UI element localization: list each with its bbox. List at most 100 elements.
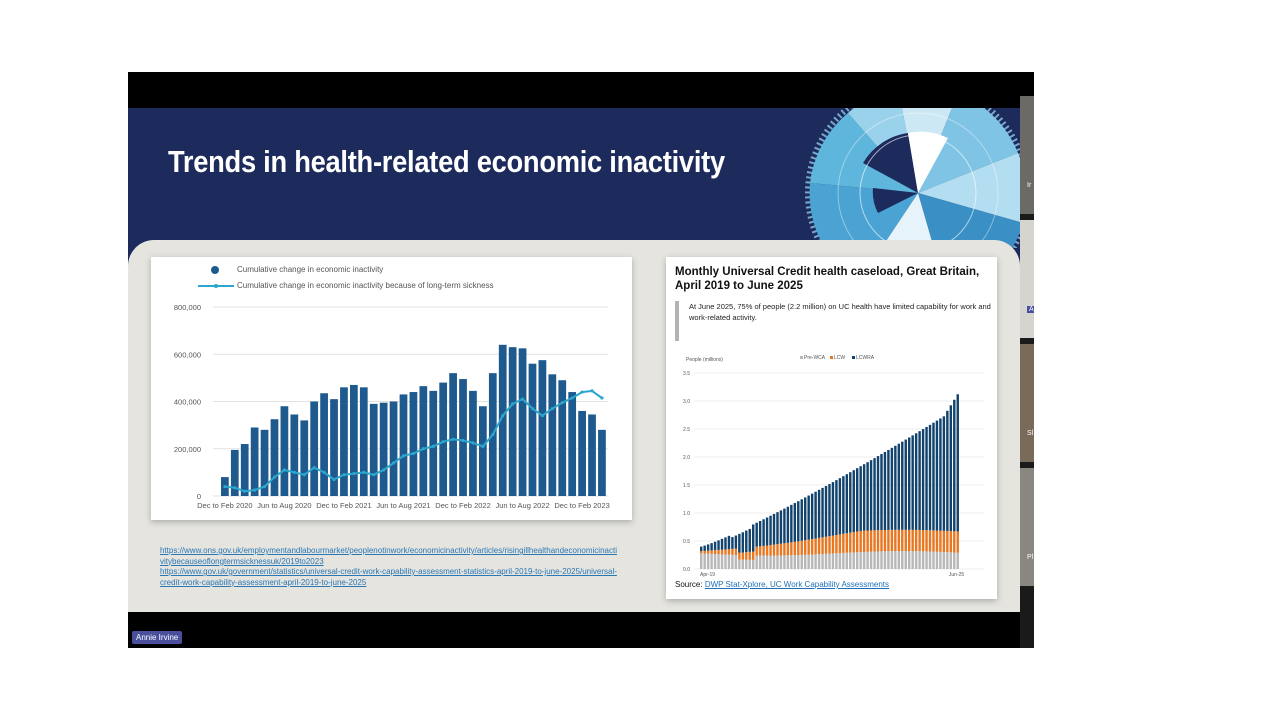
lcwra-bar-segment [710,543,713,551]
lcwra-bar-segment [869,460,873,531]
lcwra-bar-segment [925,426,928,531]
lcw-bar-segment [876,530,880,552]
prewca-bar-segment [880,551,883,569]
lcwra-bar-segment [748,528,751,552]
prewca-bar-segment [797,555,800,569]
prewca-bar-segment [946,552,949,569]
inactivity-bar [459,379,467,496]
participant-tile[interactable] [1020,96,1034,214]
y-tick-label: 3.0 [683,399,690,405]
prewca-bar-segment [783,555,786,569]
inactivity-bar [409,392,418,496]
source-link[interactable]: DWP Stat-Xplore, UC Work Capability Asse… [704,580,890,589]
lcw-bar-segment [710,550,713,554]
lcwra-bar-segment [939,418,942,531]
sickness-point [332,477,336,482]
lcw-bar-segment [921,530,925,552]
sickness-point [441,440,445,444]
x-tick-label: Dec to Feb 2021 [316,501,371,510]
source-links: https://www.ons.gov.uk/employmentandlabo… [160,546,620,588]
gov-link[interactable]: https://www.gov.uk/government/statistics… [160,567,617,587]
sickness-point [262,484,267,489]
sickness-point [501,414,505,418]
lcwra-bar-segment [956,394,959,532]
prewca-bar-segment [873,551,876,569]
inactivity-bar [399,394,408,496]
lcwra-bar-segment [752,524,755,552]
lcwra-bar-segment [779,510,783,544]
prewca-bar-segment [817,554,821,569]
lcwra-bar-segment [866,462,869,531]
participant-tile[interactable] [1020,468,1034,586]
lcw-bar-segment [824,536,828,554]
participant-tile-label: Sl [1027,430,1034,437]
sickness-point [481,444,485,448]
legend-swatch [830,356,833,359]
lcwra-bar-segment [856,468,859,532]
prewca-bar-segment [835,553,838,569]
lcwra-bar-segment [731,537,734,549]
lcwra-bar-segment [949,405,953,532]
participant-tile[interactable] [1020,220,1034,338]
prewca-bar-segment [738,559,741,569]
inactivity-bar [419,386,428,496]
prewca-bar-segment [769,555,772,569]
inactivity-bar [449,373,457,496]
lcw-bar-segment [939,530,942,552]
prewca-bar-segment [890,551,894,569]
lcwra-bar-segment [765,517,769,546]
lcwra-bar-segment [814,491,817,539]
lcwra-bar-segment [911,435,914,530]
lcwra-bar-segment [887,449,890,530]
prewca-bar-segment [942,552,946,569]
lcwra-bar-segment [835,480,838,535]
sickness-point [511,402,515,406]
lcwra-bar-segment [786,506,790,543]
lcw-bar-segment [862,530,866,552]
y-tick-label: 800,000 [174,303,201,312]
sickness-point [560,401,564,405]
sickness-point [243,489,247,493]
prewca-bar-segment [921,551,925,569]
lcw-bar-segment [738,552,741,560]
lcwra-bar-segment [873,458,876,531]
inactivity-bar-line-chart: 0 200,000 400,000 600,000 800,000 Dec to Feb … [174,303,610,510]
inactivity-bar [598,429,606,496]
sickness-point [411,451,416,456]
participant-tile[interactable] [1020,344,1034,462]
inactivity-bar [568,392,577,496]
prewca-bar-segment [908,551,911,569]
sickness-point [471,441,475,445]
lcw-bar-segment [783,543,786,556]
prewca-bar-segment [852,552,855,569]
prewca-bar-segment [713,554,717,569]
lcwra-bar-segment [932,422,935,531]
lcw-bar-segment [700,551,703,554]
inactivity-bar [280,406,289,496]
lcw-bar-segment [849,532,852,553]
inactivity-bar [270,419,279,496]
lcw-bar-segment [748,551,751,560]
prewca-bar-segment [894,551,897,569]
lcwra-bar-segment [717,540,720,550]
lcw-bar-segment [953,531,956,553]
lcwra-bar-segment [953,399,956,532]
lcwra-bar-segment [831,482,835,536]
sickness-point [451,437,455,441]
uc-chart-title: Monthly Universal Credit health caseload… [675,266,980,292]
prewca-bar-segment [776,555,779,569]
lcw-bar-segment [804,540,807,555]
uc-health-caseload-card: Monthly Universal Credit health caseload… [666,257,997,599]
uc-callout: At June 2025, 75% of people (2.2 million… [675,301,993,341]
prewca-bar-segment [866,551,869,569]
sickness-point [491,432,495,437]
lcwra-bar-segment [914,433,918,530]
lcwra-bar-segment [876,456,880,531]
lcw-bar-segment [727,549,731,555]
ons-link[interactable]: https://www.ons.gov.uk/employmentandlabo… [160,546,617,566]
inactivity-bar [429,390,438,496]
lcwra-bar-segment [908,437,911,530]
prewca-bar-segment [800,554,803,569]
prewca-bar-segment [949,552,953,569]
lcw-bar-segment [956,531,959,553]
